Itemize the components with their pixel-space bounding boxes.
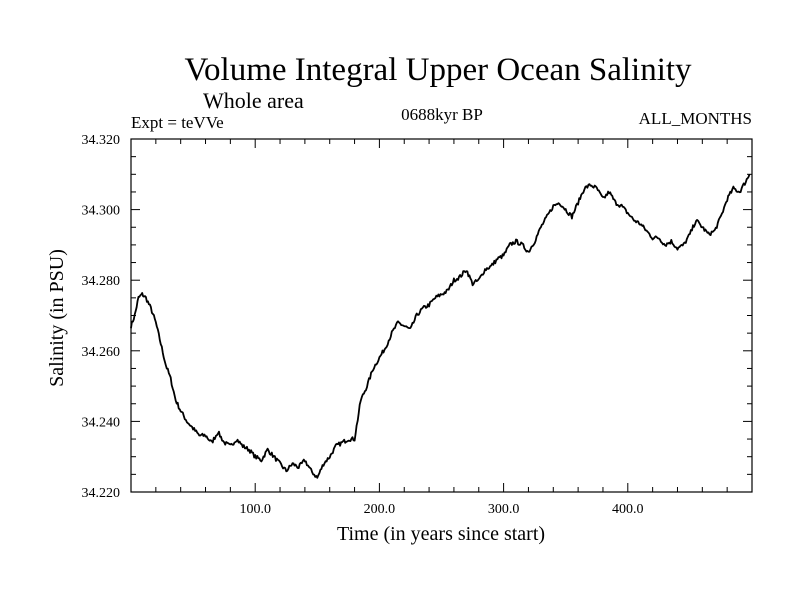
chart-subtitle: Whole area bbox=[203, 88, 304, 113]
y-tick-label: 34.300 bbox=[82, 204, 121, 219]
y-tick-label: 34.320 bbox=[82, 133, 121, 148]
y-tick-label: 34.220 bbox=[82, 486, 121, 501]
experiment-label: Expt = teVVe bbox=[131, 113, 224, 132]
x-tick-label: 400.0 bbox=[612, 502, 644, 517]
y-axis: 34.220 34.240 34.260 34.280 34.300 34.320 bbox=[82, 133, 752, 501]
y-tick-label: 34.260 bbox=[82, 345, 121, 360]
x-axis: 100.0 200.0 300.0 400.0 bbox=[155, 139, 728, 517]
x-tick-label: 100.0 bbox=[239, 502, 271, 517]
months-label: ALL_MONTHS bbox=[639, 109, 752, 128]
period-label: 0688kyr BP bbox=[401, 105, 483, 124]
x-tick-label: 200.0 bbox=[364, 502, 396, 517]
x-axis-label: Time (in years since start) bbox=[337, 523, 545, 545]
y-tick-label: 34.240 bbox=[82, 415, 121, 430]
x-tick-label: 300.0 bbox=[488, 502, 520, 517]
salinity-series-line bbox=[130, 173, 751, 479]
y-tick-label: 34.280 bbox=[82, 274, 121, 289]
chart-title: Volume Integral Upper Ocean Salinity bbox=[184, 52, 692, 88]
plot-frame bbox=[130, 138, 753, 493]
y-axis-label: Salinity (in PSU) bbox=[46, 249, 68, 387]
